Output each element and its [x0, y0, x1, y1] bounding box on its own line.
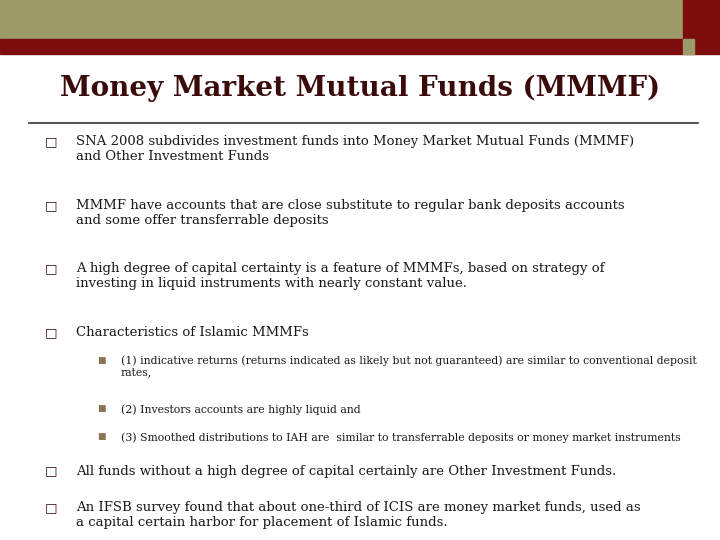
Text: (3) Smoothed distributions to IAH are  similar to transferrable deposits or mone: (3) Smoothed distributions to IAH are si… [121, 432, 680, 443]
Text: □: □ [45, 262, 57, 275]
Text: □: □ [45, 135, 57, 148]
Text: (2) Investors accounts are highly liquid and: (2) Investors accounts are highly liquid… [121, 404, 361, 415]
Text: (1) indicative returns (returns indicated as likely but not guaranteed) are simi: (1) indicative returns (returns indicate… [121, 355, 697, 377]
Text: SNA 2008 subdivides investment funds into Money Market Mutual Funds (MMMF)
and O: SNA 2008 subdivides investment funds int… [76, 135, 634, 163]
Text: All funds without a high degree of capital certainly are Other Investment Funds.: All funds without a high degree of capit… [76, 464, 616, 477]
Text: Money Market Mutual Funds (MMMF): Money Market Mutual Funds (MMMF) [60, 75, 660, 102]
Text: □: □ [45, 501, 57, 514]
Text: ■: ■ [97, 404, 106, 413]
Text: Characteristics of Islamic MMMFs: Characteristics of Islamic MMMFs [76, 326, 308, 339]
Text: ■: ■ [97, 355, 106, 364]
Text: □: □ [45, 199, 57, 212]
Text: An IFSB survey found that about one-third of ICIS are money market funds, used a: An IFSB survey found that about one-thir… [76, 501, 640, 529]
Text: □: □ [45, 326, 57, 339]
Text: □: □ [45, 464, 57, 477]
Text: A high degree of capital certainty is a feature of MMMFs, based on strategy of
i: A high degree of capital certainty is a … [76, 262, 604, 291]
Text: ■: ■ [97, 432, 106, 441]
Text: MMMF have accounts that are close substitute to regular bank deposits accounts
a: MMMF have accounts that are close substi… [76, 199, 624, 227]
